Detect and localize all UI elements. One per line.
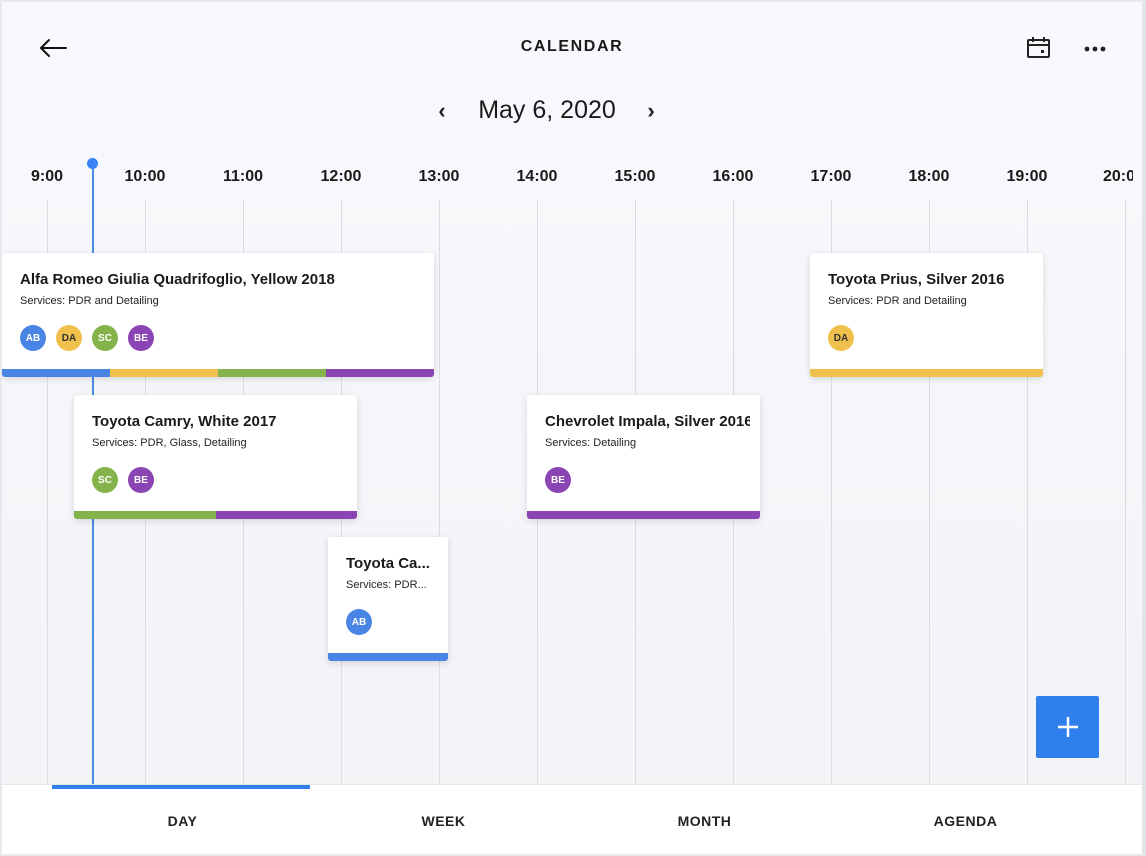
hour-label: 16:00 — [712, 168, 754, 185]
event-assignees: AB DA SC BE — [20, 325, 154, 351]
hour-gridline — [47, 200, 48, 784]
event-title: Alfa Romeo Giulia Quadrifoglio, Yellow 2… — [20, 271, 335, 288]
tab-agenda[interactable]: AGENDA — [933, 813, 998, 829]
add-event-button[interactable] — [1036, 696, 1099, 758]
event-services: Services: PDR... — [346, 579, 427, 591]
hour-label: 9:00 — [30, 168, 64, 185]
view-tabs: DAY WEEK MONTH AGENDA — [2, 784, 1142, 854]
event-title: Chevrolet Impala, Silver 2016 — [545, 413, 750, 430]
tab-month[interactable]: MONTH — [677, 813, 732, 829]
event-title: Toyota Prius, Silver 2016 — [828, 271, 1005, 288]
hour-label: 13:00 — [418, 168, 460, 185]
hour-label: 12:00 — [320, 168, 362, 185]
event-color-bar — [810, 369, 1043, 377]
avatar[interactable]: SC — [92, 467, 118, 493]
event-assignees: BE — [545, 467, 571, 493]
hour-gridline — [1125, 200, 1126, 784]
avatar[interactable]: DA — [828, 325, 854, 351]
hour-label: 17:00 — [810, 168, 852, 185]
event-services: Services: PDR and Detailing — [828, 295, 967, 307]
event-card[interactable]: Chevrolet Impala, Silver 2016 Services: … — [527, 395, 760, 519]
event-color-bar — [74, 511, 357, 519]
avatar[interactable]: AB — [346, 609, 372, 635]
hour-label: 14:00 — [516, 168, 558, 185]
current-time-dot — [87, 158, 98, 169]
back-button[interactable] — [36, 32, 70, 64]
event-color-bar — [527, 511, 760, 519]
more-horizontal-icon — [1084, 46, 1106, 52]
event-services: Services: PDR and Detailing — [20, 295, 159, 307]
avatar[interactable]: AB — [20, 325, 46, 351]
hour-gridline — [439, 200, 440, 784]
event-card[interactable]: Toyota Camry, White 2017 Services: PDR, … — [74, 395, 357, 519]
event-title: Toyota Camry, White 2017 — [92, 413, 277, 430]
avatar[interactable]: DA — [56, 325, 82, 351]
hour-gridline — [831, 200, 832, 784]
previous-day-button[interactable]: ‹ — [438, 98, 446, 123]
event-card[interactable]: Toyota Prius, Silver 2016 Services: PDR … — [810, 253, 1043, 377]
current-date: May 6, 2020 — [478, 96, 616, 124]
tab-week[interactable]: WEEK — [421, 813, 466, 829]
event-assignees: AB — [346, 609, 372, 635]
hour-label: 15:00 — [614, 168, 656, 185]
event-assignees: DA — [828, 325, 854, 351]
active-tab-indicator — [52, 785, 310, 789]
event-card[interactable]: Toyota Ca... Services: PDR... AB — [328, 537, 448, 661]
hour-gridline — [929, 200, 930, 784]
avatar[interactable]: BE — [128, 467, 154, 493]
hour-label: 19:00 — [1006, 168, 1048, 185]
event-assignees: SC BE — [92, 467, 154, 493]
hour-label: 20:00 — [1103, 168, 1133, 185]
event-color-bar — [328, 653, 448, 661]
hour-label: 18:00 — [908, 168, 950, 185]
avatar[interactable]: SC — [92, 325, 118, 351]
more-options-button[interactable] — [1080, 36, 1110, 62]
arrow-left-icon — [40, 39, 67, 57]
calendar-picker-button[interactable] — [1026, 36, 1054, 62]
event-services: Services: Detailing — [545, 437, 637, 449]
next-day-button[interactable]: › — [647, 98, 655, 123]
hour-label: 11:00 — [222, 168, 264, 185]
event-services: Services: PDR, Glass, Detailing — [92, 437, 247, 449]
plus-icon — [1057, 717, 1078, 737]
hour-label: 10:00 — [124, 168, 166, 185]
event-title: Toyota Ca... — [346, 555, 430, 572]
event-color-bar — [2, 369, 434, 377]
app-header: CALENDAR — [2, 2, 1142, 92]
avatar[interactable]: BE — [545, 467, 571, 493]
calendar-icon — [1027, 37, 1050, 58]
tab-day[interactable]: DAY — [167, 813, 198, 829]
event-card[interactable]: Alfa Romeo Giulia Quadrifoglio, Yellow 2… — [2, 253, 434, 377]
avatar[interactable]: BE — [128, 325, 154, 351]
hour-gridline — [1027, 200, 1028, 784]
date-navigator: ‹ May 6, 2020 › — [2, 92, 1142, 132]
page-title: CALENDAR — [520, 38, 624, 55]
